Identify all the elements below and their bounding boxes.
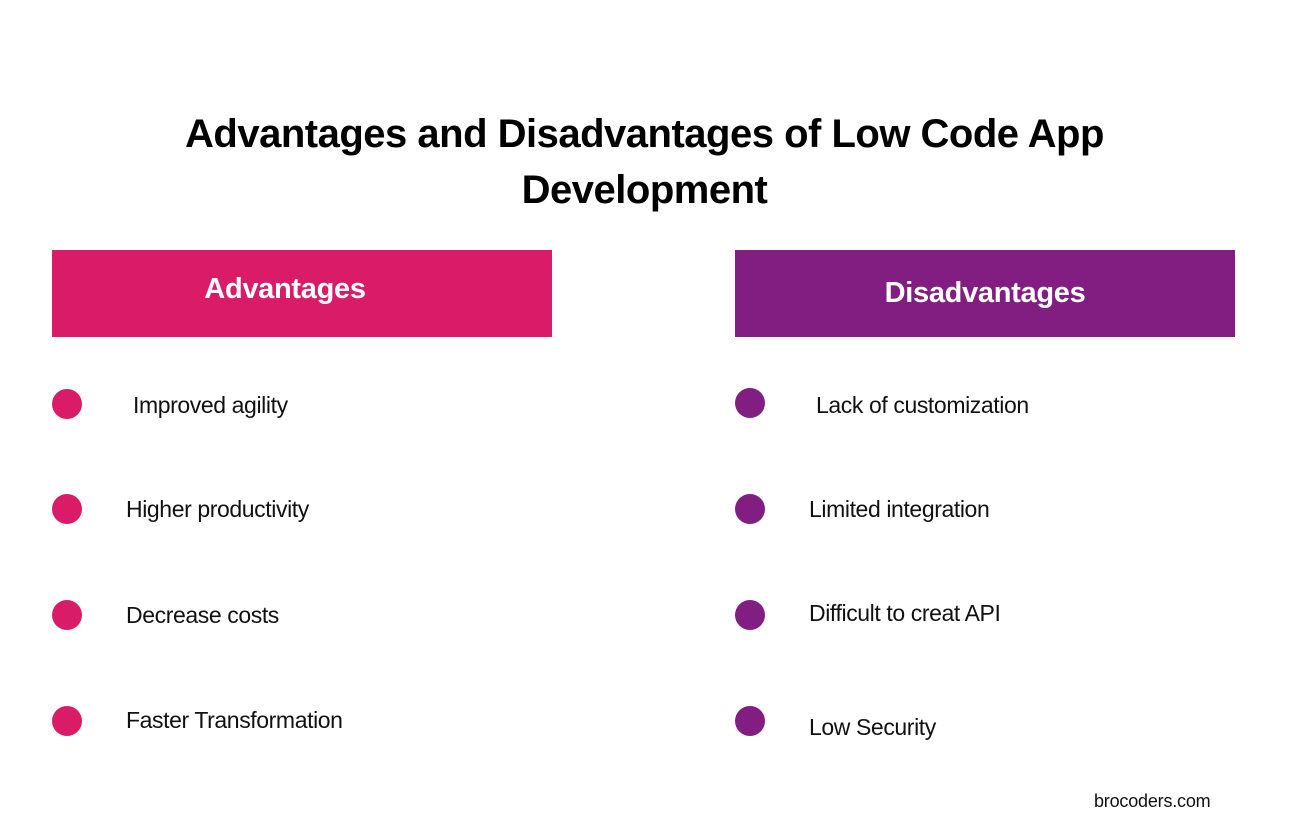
brand-watermark: brocoders.com <box>1094 791 1211 811</box>
page-title-line-2: Development <box>521 168 768 212</box>
advantage-label: Higher productivity <box>126 496 309 522</box>
disadvantage-label: Lack of customization <box>816 392 1029 418</box>
advantage-bullet-icon <box>52 600 82 630</box>
page-title: Advantages and Disadvantages of Low Code… <box>0 106 1289 218</box>
disadvantage-bullet-icon <box>735 494 765 524</box>
disadvantage-bullet-icon <box>735 706 765 736</box>
advantage-bullet-icon <box>52 389 82 419</box>
disadvantage-label: Low Security <box>809 714 936 740</box>
advantages-heading: Advantages <box>204 273 366 305</box>
advantages-header: Advantages <box>52 250 552 337</box>
disadvantages-header: Disadvantages <box>735 250 1235 337</box>
disadvantage-label: Limited integration <box>809 496 990 522</box>
disadvantages-heading: Disadvantages <box>884 277 1086 309</box>
advantage-bullet-icon <box>52 706 82 736</box>
advantage-label: Decrease costs <box>126 602 279 628</box>
advantage-label: Faster Transformation <box>126 707 343 733</box>
disadvantage-label: Difficult to creat API <box>809 600 1001 626</box>
page-title-line-1: Advantages and Disadvantages of Low Code… <box>185 112 1104 156</box>
advantage-label: Improved agility <box>133 392 288 418</box>
disadvantage-bullet-icon <box>735 600 765 630</box>
disadvantage-bullet-icon <box>735 388 765 418</box>
advantage-bullet-icon <box>52 494 82 524</box>
